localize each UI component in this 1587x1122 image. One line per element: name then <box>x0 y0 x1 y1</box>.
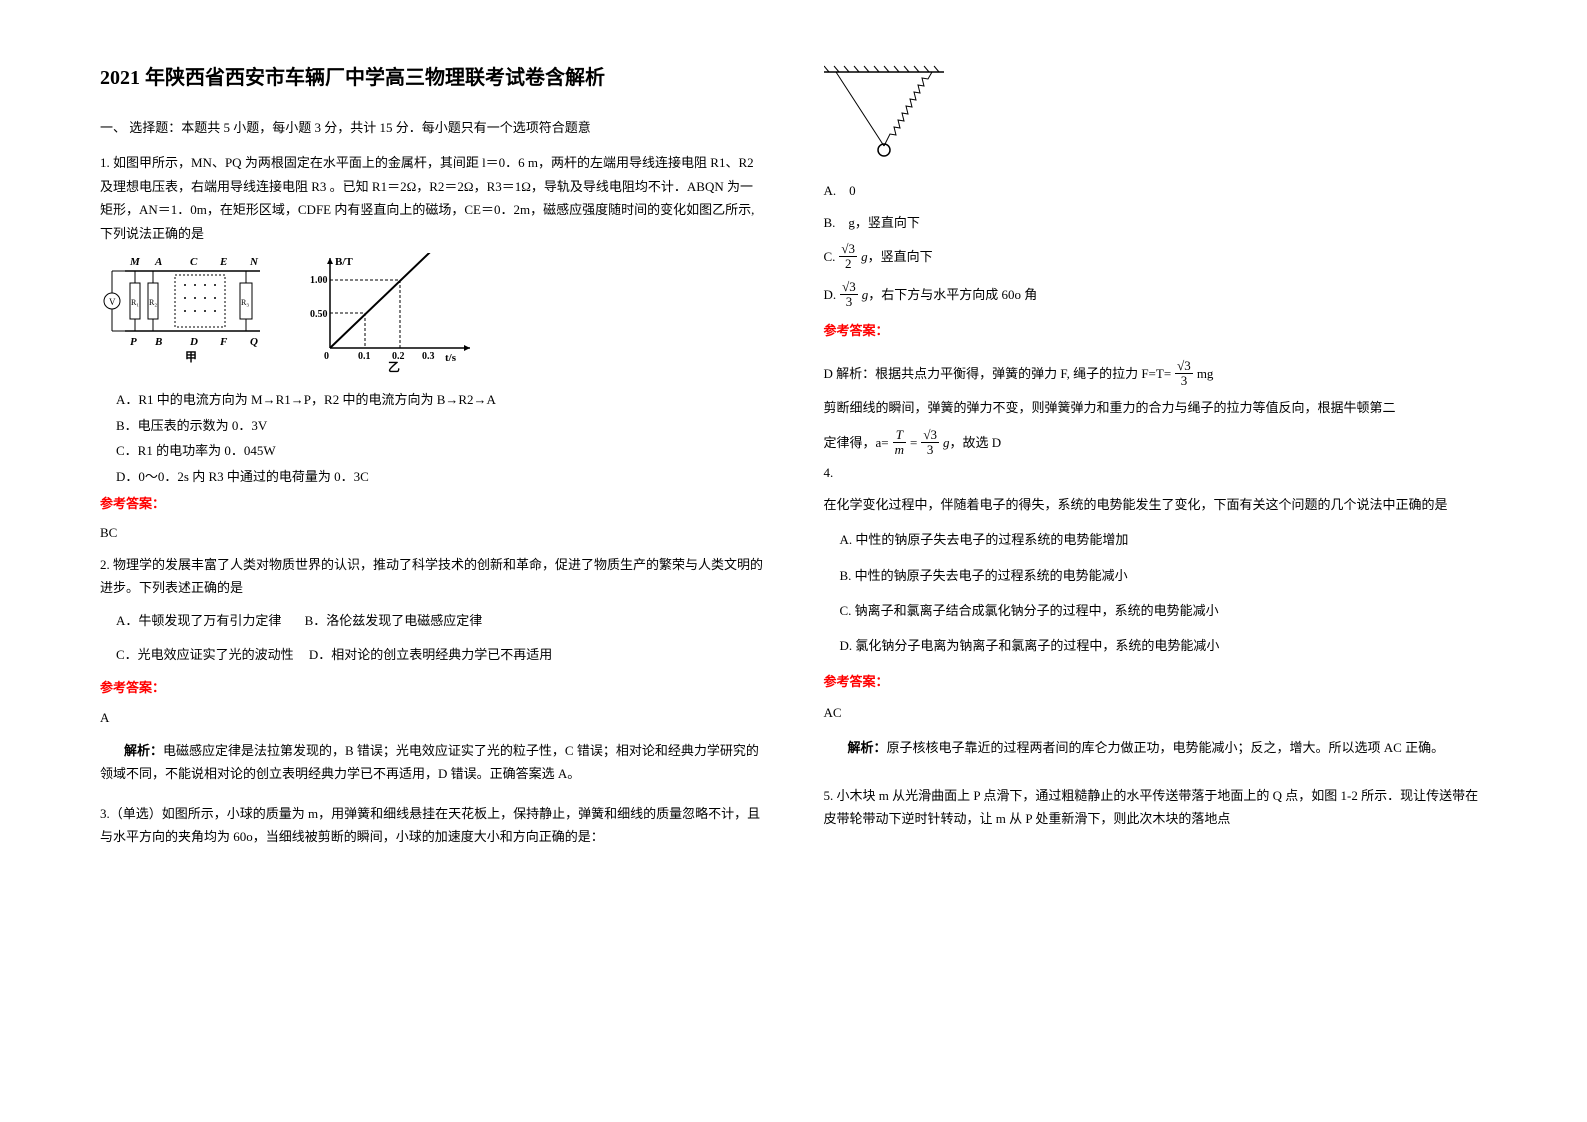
question-5-text: 5. 小木块 m 从光滑曲面上 P 点滑下，通过粗糙静止的水平传送带落于地面上的… <box>824 784 1488 831</box>
right-column: A. 0 B. g，竖直向下 C. √32 g ，竖直向下 D. √33 g ，… <box>824 60 1488 1062</box>
q3-a2-suffix: ，故选 D <box>949 431 1001 454</box>
q2-analysis-label: 解析： <box>124 743 163 758</box>
svg-text:R₂: R₂ <box>149 298 157 307</box>
svg-text:t/s: t/s <box>445 352 457 364</box>
svg-text:Q: Q <box>250 336 258 348</box>
q2-answer-label: 参考答案： <box>100 676 764 699</box>
q4-answer: AC <box>824 701 1488 724</box>
question-4-text: 在化学变化过程中，伴随着电子的得失，系统的电势能发生了变化，下面有关这个问题的几… <box>824 493 1488 516</box>
q4-option-a: A. 中性的钠原子失去电子的过程系统的电势能增加 <box>840 528 1488 551</box>
svg-text:0.1: 0.1 <box>358 351 371 362</box>
question-4-num: 4. <box>824 461 1488 484</box>
q3-answer-frac: √33 <box>1175 359 1193 389</box>
q3-option-c: C. √32 g ，竖直向下 <box>824 242 1488 272</box>
q3-analysis-1: 剪断细线的瞬间，弹簧的弹力不变，则弹簧弹力和重力的合力与绳子的拉力等值反向，根据… <box>824 396 1488 419</box>
q2-option-b: B．洛伦兹发现了电磁感应定律 <box>305 613 483 628</box>
svg-text:P: P <box>130 336 137 348</box>
spring-diagram <box>824 64 1488 171</box>
q2-option-a: A．牛顿发现了万有引力定律 <box>116 613 281 628</box>
svg-text:1.00: 1.00 <box>310 275 328 286</box>
svg-text:R₃: R₃ <box>241 298 249 307</box>
svg-text:R₁: R₁ <box>131 298 139 307</box>
q3-answer-prefix: D 解析：根据共点力平衡得，弹簧的弹力 F, 绳子的拉力 F=T= <box>824 362 1172 385</box>
svg-text:M: M <box>129 256 141 268</box>
svg-text:0: 0 <box>324 351 329 362</box>
q4-option-d: D. 氯化钠分子电离为钠离子和氯离子的过程中，系统的电势能减小 <box>840 634 1488 657</box>
q2-analysis-text: 电磁感应定律是法拉第发现的，B 错误；光电效应证实了光的粒子性，C 错误；相对论… <box>100 743 759 781</box>
q3-analysis-2: 定律得，a= Tm = √33 g ，故选 D <box>824 428 1488 458</box>
q3-option-a: A. 0 <box>824 179 1488 202</box>
q3-option-d: D. √33 g ，右下方与水平方向成 60o 角 <box>824 280 1488 310</box>
svg-text:0.3: 0.3 <box>422 351 435 362</box>
circuit-chart-svg: M A C E N P B D F Q V <box>100 253 480 373</box>
svg-text:F: F <box>219 336 228 348</box>
svg-text:甲: 甲 <box>185 350 197 364</box>
svg-text:V: V <box>109 297 116 307</box>
svg-text:D: D <box>189 336 198 348</box>
q2-option-d: D．相对论的创立表明经典力学已不再适用 <box>309 647 552 662</box>
svg-text:C: C <box>190 256 198 268</box>
q3-a2-frac1: Tm <box>893 428 906 458</box>
q1-option-a: A．R1 中的电流方向为 M→R1→P，R2 中的电流方向为 B→R2→A <box>116 388 764 411</box>
q3-a2-prefix: 定律得，a= <box>824 431 889 454</box>
question-2-text: 2. 物理学的发展丰富了人类对物质世界的认识，推动了科学技术的创新和革命，促进了… <box>100 553 764 600</box>
svg-text:E: E <box>219 256 227 268</box>
q3-optd-prefix: D. <box>824 283 837 306</box>
question-2: 2. 物理学的发展丰富了人类对物质世界的认识，推动了科学技术的创新和革命，促进了… <box>100 553 764 794</box>
q1-option-d: D．0～0．2s 内 R3 中通过的电荷量为 0．3C <box>116 465 764 488</box>
q2-analysis: 解析：电磁感应定律是法拉第发现的，B 错误；光电效应证实了光的粒子性，C 错误；… <box>100 739 764 786</box>
q4-option-b: B. 中性的钠原子失去电子的过程系统的电势能减小 <box>840 564 1488 587</box>
q3-optd-frac: √33 <box>840 280 858 310</box>
question-1-figure: M A C E N P B D F Q V <box>100 253 764 380</box>
q4-analysis-label: 解析： <box>848 740 887 755</box>
question-4: 在化学变化过程中，伴随着电子的得失，系统的电势能发生了变化，下面有关这个问题的几… <box>824 493 1488 768</box>
q4-analysis: 解析：原子核核电子靠近的过程两者间的库仑力做正功，电势能减小；反之，增大。所以选… <box>824 736 1488 759</box>
q3-answer-line: D 解析：根据共点力平衡得，弹簧的弹力 F, 绳子的拉力 F=T= √33 mg <box>824 359 1488 389</box>
document-title: 2021 年陕西省西安市车辆厂中学高三物理联考试卷含解析 <box>100 60 764 96</box>
svg-text:B: B <box>154 336 162 348</box>
q3-answer-suffix: mg <box>1197 362 1214 385</box>
question-3: 3.（单选）如图所示，小球的质量为 m，用弹簧和细线悬挂在天花板上，保持静止，弹… <box>100 802 764 853</box>
svg-text:N: N <box>249 256 259 268</box>
spring-svg <box>824 64 954 164</box>
q3-optd-suffix: ，右下方与水平方向成 60o 角 <box>868 283 1037 306</box>
question-5: 5. 小木块 m 从光滑曲面上 P 点滑下，通过粗糙静止的水平传送带落于地面上的… <box>824 784 1488 835</box>
q2-answer: A <box>100 706 764 729</box>
q4-option-c: C. 钠离子和氯离子结合成氯化钠分子的过程中，系统的电势能减小 <box>840 599 1488 622</box>
bt-chart: B/T t/s 1.00 0.50 0 0.1 0.2 0.3 <box>310 253 470 373</box>
q3-optc-prefix: C. <box>824 245 836 268</box>
q3-optc-frac: √32 <box>839 242 857 272</box>
question-3-text: 3.（单选）如图所示，小球的质量为 m，用弹簧和细线悬挂在天花板上，保持静止，弹… <box>100 802 764 849</box>
circuit-diagram: M A C E N P B D F Q V <box>104 256 260 364</box>
q2-option-c: C．光电效应证实了光的波动性 <box>116 647 294 662</box>
q1-option-c: C．R1 的电功率为 0．045W <box>116 439 764 462</box>
left-column: 2021 年陕西省西安市车辆厂中学高三物理联考试卷含解析 一、 选择题：本题共 … <box>100 60 764 1062</box>
q3-a2-frac2: √33 <box>921 428 939 458</box>
svg-text:B/T: B/T <box>335 256 353 268</box>
q1-answer-label: 参考答案： <box>100 492 764 515</box>
q3-option-b: B. g，竖直向下 <box>824 211 1488 234</box>
q4-analysis-text: 原子核核电子靠近的过程两者间的库仑力做正功，电势能减小；反之，增大。所以选项 A… <box>887 740 1445 755</box>
section-1-header: 一、 选择题：本题共 5 小题，每小题 3 分，共计 15 分．每小题只有一个选… <box>100 116 764 139</box>
q3-optc-suffix: ，竖直向下 <box>868 245 933 268</box>
q1-option-b: B．电压表的示数为 0．3V <box>116 414 764 437</box>
question-1-text: 1. 如图甲所示，MN、PQ 为两根固定在水平面上的金属杆，其间距 l＝0．6 … <box>100 151 764 245</box>
svg-text:乙: 乙 <box>388 360 400 373</box>
question-1: 1. 如图甲所示，MN、PQ 为两根固定在水平面上的金属杆，其间距 l＝0．6 … <box>100 151 764 544</box>
q1-answer: BC <box>100 521 764 544</box>
svg-text:A: A <box>154 256 162 268</box>
svg-text:0.50: 0.50 <box>310 309 328 320</box>
q4-answer-label: 参考答案： <box>824 670 1488 693</box>
q3-answer-label: 参考答案： <box>824 319 1488 342</box>
